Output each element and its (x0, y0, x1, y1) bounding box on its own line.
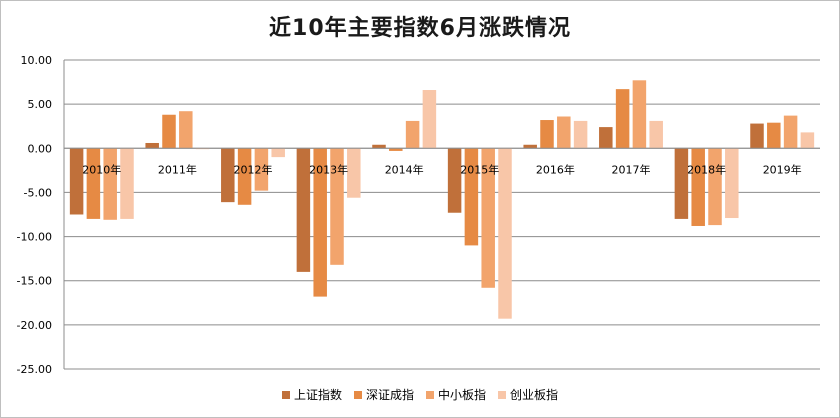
bar-3 (481, 148, 495, 288)
bar-1 (523, 144, 537, 149)
legend-label: 创业板指 (510, 388, 559, 402)
bar-4 (800, 132, 815, 149)
bar-2 (389, 148, 403, 151)
bar-4 (573, 120, 588, 149)
bar-2 (540, 120, 554, 149)
bar-3 (254, 148, 269, 191)
labels: 10.00 5.00 0.00 -5.00 -10.00 -15.00 -20.00 -25.… (17, 54, 802, 376)
legend-swatch (498, 391, 507, 399)
bar-2 (691, 148, 705, 226)
bar-3 (783, 115, 798, 149)
y-tick-label: -25.00 (17, 363, 52, 376)
chart-title: 近10年主要指数6月涨跌情况 (269, 16, 571, 41)
legend: 上证指数 深证成指 中小板指 创业板指 (0, 386, 840, 403)
legend-label: 深证成指 (365, 388, 414, 402)
x-category-label: 2017年 (612, 162, 651, 176)
bar-2 (464, 148, 479, 246)
y-tick-label: 0.00 (28, 142, 53, 155)
legend-item: 创业板指 (498, 386, 558, 403)
x-category-label: 2013年 (309, 162, 348, 176)
y-tick-label: 10.00 (21, 54, 53, 67)
y-tick-label: -15.00 (17, 275, 52, 288)
legend-label: 上证指数 (293, 388, 342, 402)
bar-3 (557, 116, 571, 149)
x-category-label: 2011年 (158, 162, 197, 176)
bar-2 (313, 148, 327, 297)
legend-label: 中小板指 (438, 388, 487, 402)
bar-3 (330, 148, 344, 265)
y-tick-label: -20.00 (17, 319, 52, 332)
x-category-label: 2015年 (460, 162, 499, 176)
legend-item: 深证成指 (353, 386, 414, 403)
bar-4 (422, 90, 437, 149)
bar-1 (674, 148, 689, 219)
bar-4 (649, 120, 663, 149)
bars (69, 80, 815, 319)
bar-4 (271, 148, 285, 158)
x-category-label: 2014年 (385, 162, 424, 176)
gridlines (64, 59, 820, 370)
bar-2 (86, 148, 101, 219)
x-category-label: 2012年 (234, 162, 273, 176)
legend-item: 上证指数 (281, 386, 342, 403)
bar-1 (145, 142, 159, 149)
bar-3 (708, 148, 722, 226)
axes (63, 60, 820, 369)
bar-3 (103, 148, 117, 220)
bar-1 (69, 148, 84, 215)
x-category-label: 2010年 (82, 162, 121, 176)
bar-2 (237, 148, 252, 205)
bar-1 (372, 144, 386, 149)
y-tick-label: -10.00 (17, 231, 52, 244)
bar-3 (405, 120, 420, 149)
bar-1 (447, 148, 462, 213)
legend-swatch (353, 391, 362, 399)
bar-1 (599, 127, 613, 149)
bar-1 (750, 123, 764, 149)
bar-4 (347, 148, 361, 198)
y-tick-label: -5.00 (24, 186, 52, 199)
bar-3 (179, 111, 193, 149)
legend-item: 中小板指 (426, 386, 486, 403)
bar-1 (221, 148, 235, 203)
bar-4 (498, 148, 512, 319)
bar-4 (120, 148, 134, 219)
x-category-label: 2018年 (687, 162, 726, 176)
x-category-label: 2019年 (763, 162, 802, 176)
bar-2 (615, 89, 630, 149)
bar-1 (296, 148, 311, 272)
bar-3 (632, 80, 647, 149)
legend-swatch (281, 391, 290, 399)
bar-4 (725, 148, 739, 219)
bar-2 (162, 114, 176, 149)
y-tick-label: 5.00 (28, 98, 53, 111)
legend-swatch (426, 391, 434, 399)
bar-2 (767, 122, 781, 149)
x-category-label: 2016年 (536, 162, 575, 176)
